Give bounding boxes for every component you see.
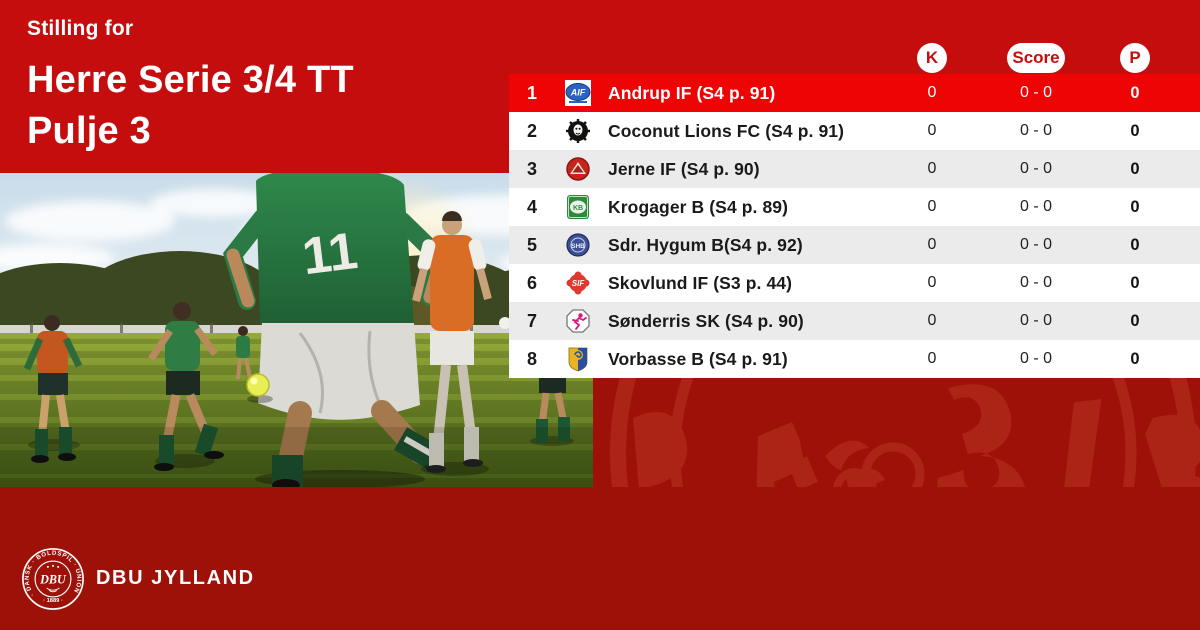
matches-value: 0 xyxy=(927,198,937,215)
position: 4 xyxy=(526,196,537,217)
crest-center-text: DBU xyxy=(39,572,67,586)
position: 8 xyxy=(526,348,537,369)
kicker-text: Stilling for xyxy=(27,17,134,40)
table-row: 6 SIF Skovlund IF (S3 p. 44) 0 0 - 0 0 xyxy=(509,264,1200,302)
points-value: 0 xyxy=(1130,121,1140,140)
crest-year: · 1889 · xyxy=(43,598,63,604)
club-logo-krogager-b: KB xyxy=(555,194,601,220)
team-name: Andrup IF (S4 p. 91) xyxy=(608,82,776,103)
player-left-green xyxy=(148,302,224,471)
distant-ball xyxy=(499,317,511,329)
logo-text: SHB xyxy=(571,243,585,250)
logo-text: KB xyxy=(573,205,583,212)
match-ball xyxy=(246,373,273,403)
points-value: 0 xyxy=(1130,197,1140,216)
team-name: Krogager B (S4 p. 89) xyxy=(608,196,789,217)
position: 7 xyxy=(526,310,537,331)
player-left-bib xyxy=(23,315,83,463)
dbu-crest-logo: · DANSK · BOLDSPIL · UNION · 1889 · DBU xyxy=(21,547,85,611)
brand-text: DBU JYLLAND xyxy=(96,567,255,589)
position: 3 xyxy=(526,158,537,179)
club-logo-sdr-hygum-b: SHB xyxy=(555,232,601,258)
table-row: 4 KB Krogager B (S4 p. 89) 0 0 - 0 0 xyxy=(509,188,1200,226)
score-value: 0 - 0 xyxy=(1019,350,1052,367)
matches-value: 0 xyxy=(927,350,937,367)
team-name: Skovlund IF (S3 p. 44) xyxy=(608,272,793,293)
position: 6 xyxy=(526,272,537,293)
column-header-score: Score xyxy=(1007,43,1065,73)
player-main: 11 xyxy=(223,167,452,491)
club-logo-coconut-lions-fc xyxy=(555,118,601,144)
column-header-points: P xyxy=(1120,43,1150,73)
logo-text: AIF xyxy=(570,88,586,98)
team-name: Sdr. Hygum B(S4 p. 92) xyxy=(608,234,803,255)
score-value: 0 - 0 xyxy=(1019,122,1052,139)
page-subtitle: Pulje 3 xyxy=(27,110,151,152)
points-value: 0 xyxy=(1130,159,1140,178)
page-title: Herre Serie 3/4 TT xyxy=(27,59,354,101)
matches-value: 0 xyxy=(927,122,937,139)
club-logo-skovlund-if: SIF xyxy=(555,270,601,296)
matches-value: 0 xyxy=(927,236,937,253)
table-row: 2 Coconut Lions FC (S4 p. 91) 0 0 - 0 0 xyxy=(509,112,1200,150)
jersey-number: 11 xyxy=(299,222,361,286)
score-value: 0 - 0 xyxy=(1019,160,1052,177)
score-value: 0 - 0 xyxy=(1019,84,1052,101)
points-value: 0 xyxy=(1130,235,1140,254)
points-value: 0 xyxy=(1130,311,1140,330)
photo-vignette xyxy=(0,427,593,487)
title-block: Stilling for Herre Serie 3/4 TT Pulje 3 xyxy=(27,17,354,157)
table-row: 3 Jerne IF (S4 p. 90) 0 0 - 0 0 xyxy=(509,150,1200,188)
points-value: 0 xyxy=(1130,273,1140,292)
player-orange-bib xyxy=(412,211,492,476)
score-value: 0 - 0 xyxy=(1019,236,1052,253)
matches-value: 0 xyxy=(927,84,937,101)
points-value: 0 xyxy=(1130,83,1140,102)
column-header-matches: K xyxy=(917,43,947,73)
club-logo-andrup-if: AIF xyxy=(555,80,601,106)
team-name: Coconut Lions FC (S4 p. 91) xyxy=(608,120,845,141)
position: 5 xyxy=(526,234,537,255)
football-photo: 11 xyxy=(0,167,640,491)
player-midfield xyxy=(236,326,252,380)
position: 2 xyxy=(526,120,537,141)
team-name: Jerne IF (S4 p. 90) xyxy=(608,158,760,179)
table-row: 7 Sønderris SK (S4 p. 90) 0 0 - 0 0 xyxy=(509,302,1200,340)
table-row: 1 AIF Andrup IF (S4 p. 91) 0 0 - 0 0 xyxy=(509,74,1200,112)
club-logo-jerne-if xyxy=(555,156,601,182)
club-logo-soenderris-sk xyxy=(555,308,601,334)
position: 1 xyxy=(526,82,537,103)
team-name: Sønderris SK (S4 p. 90) xyxy=(608,310,804,331)
club-logo-vorbasse-b xyxy=(555,346,601,372)
team-name: Vorbasse B (S4 p. 91) xyxy=(608,348,788,369)
score-value: 0 - 0 xyxy=(1019,312,1052,329)
dbu-crest-watermark xyxy=(593,378,1200,487)
table-row: 8 Vorbasse B (S4 p. 91) 0 0 - 0 0 xyxy=(509,340,1200,378)
matches-value: 0 xyxy=(927,274,937,291)
standings-table: 1 AIF Andrup IF (S4 p. 91) 0 0 - 0 0 2 xyxy=(509,74,1200,378)
points-value: 0 xyxy=(1130,349,1140,368)
score-value: 0 - 0 xyxy=(1019,198,1052,215)
score-value: 0 - 0 xyxy=(1019,274,1052,291)
matches-value: 0 xyxy=(927,160,937,177)
matches-value: 0 xyxy=(927,312,937,329)
logo-text: SIF xyxy=(572,279,586,288)
table-row: 5 SHB Sdr. Hygum B(S4 p. 92) 0 0 - 0 0 xyxy=(509,226,1200,264)
